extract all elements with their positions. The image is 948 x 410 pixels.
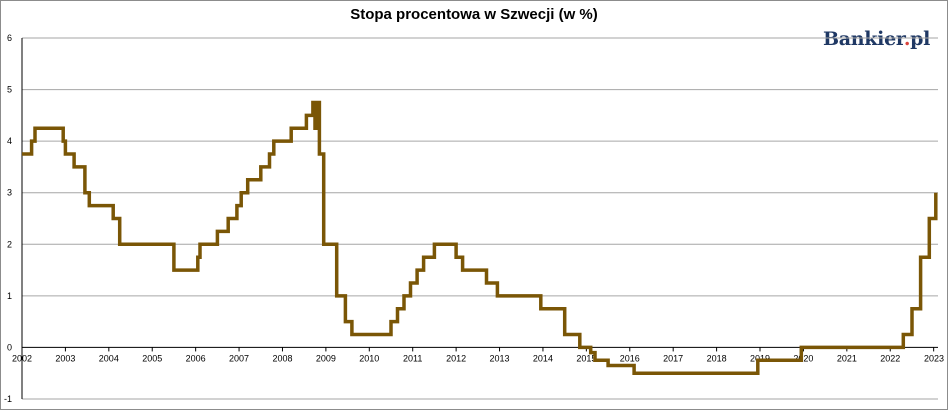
x-tick-label: 2005 xyxy=(142,353,162,363)
x-tick-label: 2016 xyxy=(620,353,640,363)
x-tick-label: 2023 xyxy=(924,353,944,363)
x-tick-label: 2007 xyxy=(229,353,249,363)
y-tick-label: 2 xyxy=(7,239,12,249)
x-tick-label: 2004 xyxy=(99,353,119,363)
x-tick-label: 2003 xyxy=(55,353,75,363)
x-tick-label: 2021 xyxy=(837,353,857,363)
x-tick-label: 2015 xyxy=(576,353,596,363)
y-tick-label: 4 xyxy=(7,136,12,146)
chart-title: Stopa procentowa w Szwecji (w %) xyxy=(350,6,598,23)
y-tick-label: -1 xyxy=(4,394,12,404)
y-tick-label: 6 xyxy=(7,33,12,43)
logo-dot: . xyxy=(903,28,911,50)
interest-rate-line xyxy=(22,100,938,375)
logo-name: Bankier xyxy=(823,28,904,50)
y-tick-label: 5 xyxy=(7,85,12,95)
x-tick-label: 2018 xyxy=(707,353,727,363)
x-tick-label: 2006 xyxy=(186,353,206,363)
y-tick-label: 3 xyxy=(7,188,12,198)
gridlines xyxy=(21,37,938,400)
x-tick-label: 2020 xyxy=(793,353,813,363)
x-tick-label: 2013 xyxy=(490,353,510,363)
bankier-logo: Bankier.pl xyxy=(823,28,930,50)
y-axis-tick-labels: -1 0 1 2 3 4 5 6 xyxy=(4,33,12,404)
y-tick-label: 1 xyxy=(7,291,12,301)
x-tick-label: 2009 xyxy=(316,353,336,363)
y-tick-label: 0 xyxy=(7,342,12,352)
x-tick-label: 2008 xyxy=(272,353,292,363)
x-axis-tick-labels: 2002 2003 2004 2005 2006 2007 2008 2009 2010 2011… xyxy=(12,353,944,363)
x-tick-label: 2002 xyxy=(12,353,32,363)
x-tick-label: 2019 xyxy=(750,353,770,363)
x-tick-label: 2012 xyxy=(446,353,466,363)
x-tick-label: 2010 xyxy=(359,353,379,363)
x-tick-label: 2017 xyxy=(663,353,683,363)
x-tick-label: 2014 xyxy=(533,353,553,363)
logo-tld: pl xyxy=(910,28,931,50)
x-tick-label: 2022 xyxy=(880,353,900,363)
x-tick-label: 2011 xyxy=(403,353,422,363)
series-group xyxy=(22,100,938,375)
